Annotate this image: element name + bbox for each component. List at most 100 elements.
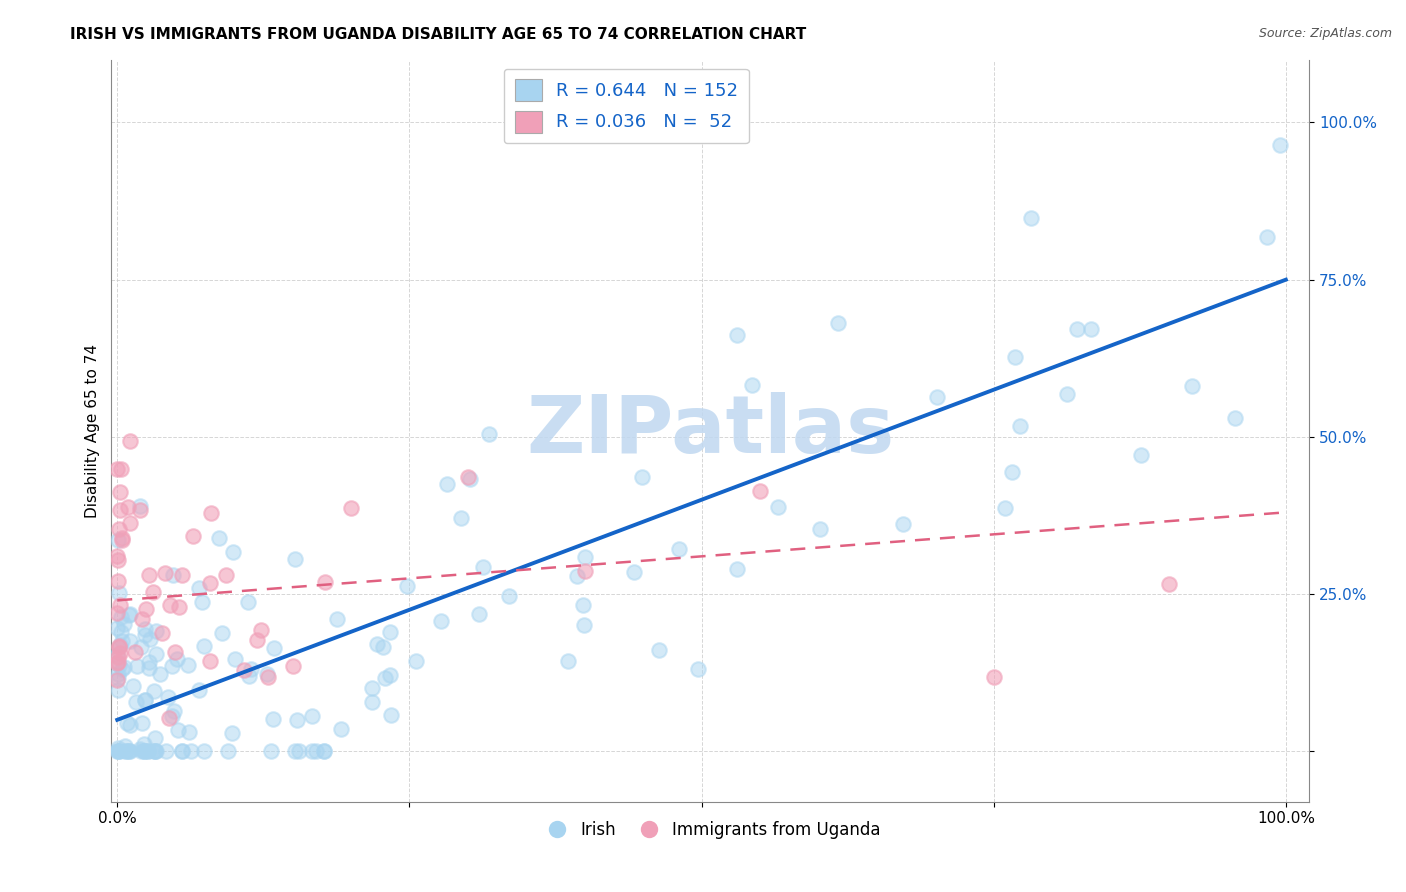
- Point: [159, 598, 181, 612]
- Point: [120, 718, 142, 732]
- Point: [107, 462, 129, 476]
- Point: [132, 738, 155, 752]
- Point: [1130, 448, 1153, 462]
- Point: [160, 659, 183, 673]
- Point: [1066, 322, 1088, 336]
- Point: [131, 715, 153, 730]
- Point: [105, 744, 128, 758]
- Point: [250, 624, 273, 638]
- Point: [139, 632, 162, 646]
- Point: [105, 673, 128, 688]
- Point: [170, 568, 193, 582]
- Point: [143, 731, 166, 745]
- Point: [170, 744, 193, 758]
- Point: [157, 711, 180, 725]
- Point: [574, 564, 596, 578]
- Point: [135, 602, 157, 616]
- Point: [285, 713, 308, 727]
- Point: [374, 671, 396, 685]
- Point: [134, 623, 156, 637]
- Point: [371, 640, 394, 654]
- Point: [395, 579, 418, 593]
- Point: [891, 517, 914, 532]
- Point: [110, 462, 132, 476]
- Point: [187, 581, 209, 595]
- Point: [142, 684, 165, 698]
- Point: [340, 500, 363, 515]
- Point: [187, 683, 209, 698]
- Point: [1001, 465, 1024, 479]
- Point: [129, 640, 152, 654]
- Point: [648, 643, 671, 657]
- Point: [107, 649, 129, 664]
- Point: [221, 726, 243, 740]
- Point: [557, 654, 579, 668]
- Point: [288, 744, 311, 758]
- Point: [238, 595, 260, 609]
- Point: [110, 609, 132, 624]
- Point: [565, 569, 588, 583]
- Point: [232, 663, 254, 677]
- Point: [160, 708, 183, 723]
- Point: [108, 586, 131, 600]
- Point: [143, 744, 166, 758]
- Point: [256, 666, 278, 681]
- Point: [120, 607, 142, 621]
- Point: [460, 473, 482, 487]
- Point: [193, 744, 215, 758]
- Point: [749, 484, 772, 499]
- Point: [129, 503, 152, 517]
- Point: [107, 744, 129, 758]
- Point: [153, 566, 176, 581]
- Point: [177, 658, 200, 673]
- Point: [118, 434, 141, 448]
- Point: [262, 712, 284, 726]
- Point: [166, 723, 188, 738]
- Point: [166, 652, 188, 666]
- Point: [284, 744, 307, 758]
- Point: [215, 568, 238, 582]
- Point: [107, 533, 129, 548]
- Point: [112, 616, 135, 631]
- Point: [172, 744, 194, 758]
- Point: [163, 704, 186, 718]
- Point: [263, 640, 285, 655]
- Point: [134, 693, 156, 707]
- Point: [281, 658, 304, 673]
- Point: [110, 625, 132, 640]
- Point: [110, 598, 132, 612]
- Point: [125, 659, 148, 673]
- Point: [122, 679, 145, 693]
- Point: [162, 568, 184, 582]
- Point: [143, 744, 166, 758]
- Point: [107, 744, 129, 758]
- Point: [1010, 418, 1032, 433]
- Point: [118, 744, 141, 758]
- Point: [125, 695, 148, 709]
- Point: [808, 522, 831, 536]
- Point: [238, 669, 260, 683]
- Point: [361, 695, 384, 709]
- Point: [132, 744, 155, 758]
- Point: [200, 575, 222, 590]
- Point: [115, 744, 138, 758]
- Point: [134, 744, 156, 758]
- Point: [107, 522, 129, 536]
- Point: [110, 502, 132, 516]
- Point: [198, 654, 221, 668]
- Point: [111, 661, 134, 675]
- Point: [112, 660, 135, 674]
- Point: [131, 611, 153, 625]
- Point: [224, 652, 246, 666]
- Point: [163, 645, 186, 659]
- Point: [200, 506, 222, 520]
- Point: [181, 529, 204, 543]
- Point: [330, 722, 353, 736]
- Point: [145, 624, 167, 639]
- Point: [478, 427, 501, 442]
- Point: [1019, 211, 1042, 225]
- Point: [131, 744, 153, 758]
- Point: [129, 741, 152, 756]
- Point: [284, 552, 307, 566]
- Point: [429, 614, 451, 628]
